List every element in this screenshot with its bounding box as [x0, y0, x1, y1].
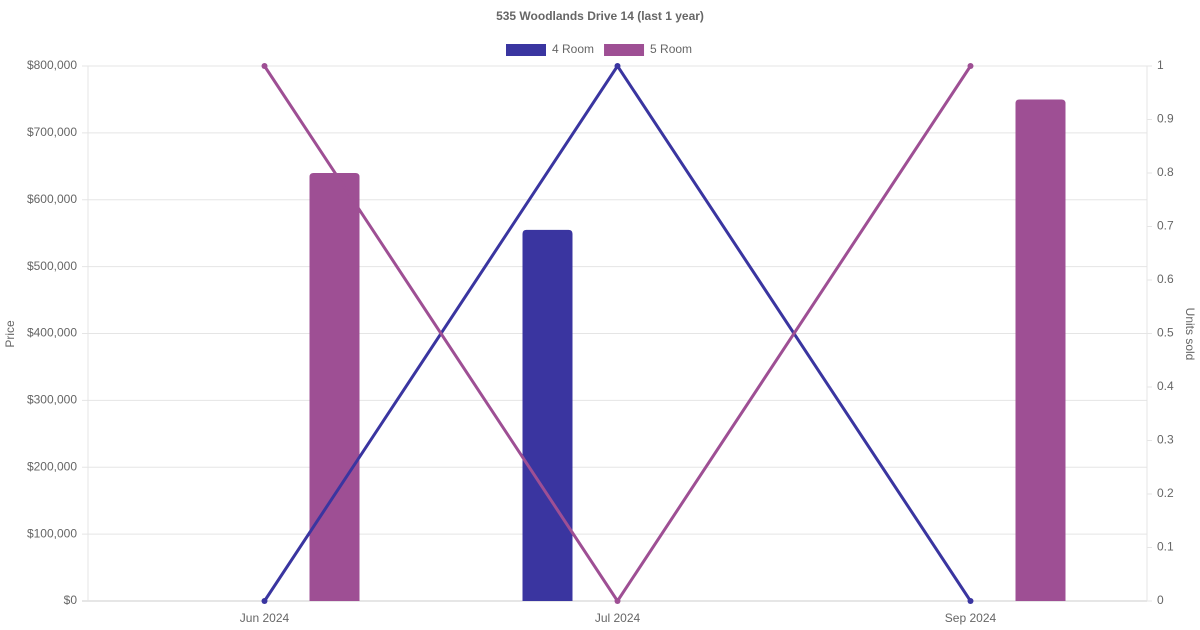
line-point: [261, 598, 268, 604]
y2-tick-label: 0.9: [1157, 112, 1174, 126]
bar: [1015, 99, 1066, 601]
y-tick-label: $800,000: [27, 58, 77, 72]
legend-swatch: [506, 44, 546, 56]
y2-tick-label: 0.3: [1157, 433, 1174, 447]
y-tick-label: $300,000: [27, 393, 77, 407]
y2-tick-label: 0.7: [1157, 219, 1174, 233]
line-point: [967, 598, 974, 604]
line-point: [967, 63, 974, 69]
legend-label: 5 Room: [650, 42, 692, 56]
y-tick-label: $100,000: [27, 526, 77, 540]
x-tick-label: Jul 2024: [595, 611, 641, 625]
y2-tick-label: 0.6: [1157, 272, 1174, 286]
line-point: [261, 63, 268, 69]
y2-tick-label: 0.4: [1157, 379, 1174, 393]
y2-axis-title: Units sold: [1183, 308, 1197, 361]
bar: [522, 229, 573, 601]
y-tick-label: $500,000: [27, 259, 77, 273]
y-tick-label: $400,000: [27, 326, 77, 340]
legend-label: 4 Room: [552, 42, 594, 56]
y-tick-label: $200,000: [27, 459, 77, 473]
y-axis-title: Price: [3, 320, 17, 348]
legend-swatch: [604, 44, 645, 56]
y2-tick-label: 0.1: [1157, 540, 1174, 554]
y2-tick-label: 1: [1157, 58, 1164, 72]
y-tick-label: $600,000: [27, 192, 77, 206]
y-tick-label: $700,000: [27, 125, 77, 139]
y2-tick-label: 0.5: [1157, 326, 1174, 340]
chart-title: 535 Woodlands Drive 14 (last 1 year): [496, 9, 704, 23]
line-point: [614, 63, 621, 69]
x-tick-label: Sep 2024: [945, 611, 997, 625]
bar: [309, 173, 360, 601]
y-tick-label: $0: [64, 593, 78, 607]
y2-tick-label: 0: [1157, 593, 1164, 607]
line-point: [614, 598, 621, 604]
y2-tick-label: 0.2: [1157, 486, 1174, 500]
x-tick-label: Jun 2024: [240, 611, 290, 625]
y2-tick-label: 0.8: [1157, 165, 1174, 179]
